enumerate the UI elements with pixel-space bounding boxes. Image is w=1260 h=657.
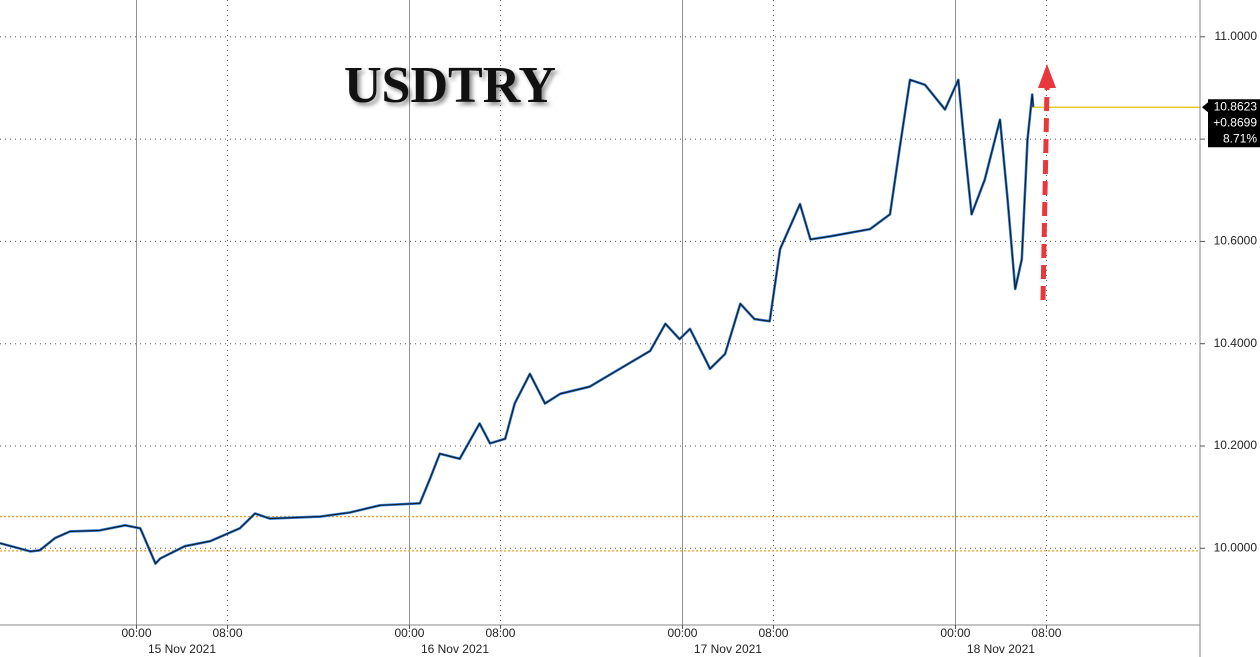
x-tick-label: 08:00 <box>1031 626 1061 640</box>
x-tick-label: 08:00 <box>212 626 242 640</box>
y-tick-label: 10.2000 <box>1214 438 1258 452</box>
date-label: 16 Nov 2021 <box>421 642 489 656</box>
last-price-box <box>1208 99 1260 148</box>
y-tick-label: 10.0000 <box>1214 540 1258 554</box>
x-tick-label: 00:00 <box>394 626 424 640</box>
chart-title: USDTRY <box>344 57 556 114</box>
date-label: 18 Nov 2021 <box>967 642 1035 656</box>
date-label: 15 Nov 2021 <box>148 642 216 656</box>
x-tick-label: 08:00 <box>485 626 515 640</box>
arrow-annotation <box>1038 64 1056 301</box>
x-tick-label: 00:00 <box>940 626 970 640</box>
x-tick-label: 08:00 <box>758 626 788 640</box>
plot-area <box>0 0 1200 625</box>
last-price-pointer <box>1202 102 1208 113</box>
marks <box>0 78 1200 565</box>
grid <box>0 0 1200 625</box>
date-label: 17 Nov 2021 <box>694 642 762 656</box>
last-price-label: 10.8623 <box>1214 99 1258 113</box>
x-tick-label: 00:00 <box>121 626 151 640</box>
price-line <box>0 79 1034 565</box>
change-pct-label: 8.71% <box>1223 131 1257 145</box>
x-tick-label: 00:00 <box>667 626 697 640</box>
axes: 10.000010.200010.400010.600010.800011.00… <box>121 29 1260 656</box>
change-label: +0.8699 <box>1213 115 1257 129</box>
y-tick-label: 10.4000 <box>1214 336 1258 350</box>
y-tick-label: 11.0000 <box>1215 29 1258 43</box>
y-tick-label: 10.6000 <box>1214 234 1258 248</box>
